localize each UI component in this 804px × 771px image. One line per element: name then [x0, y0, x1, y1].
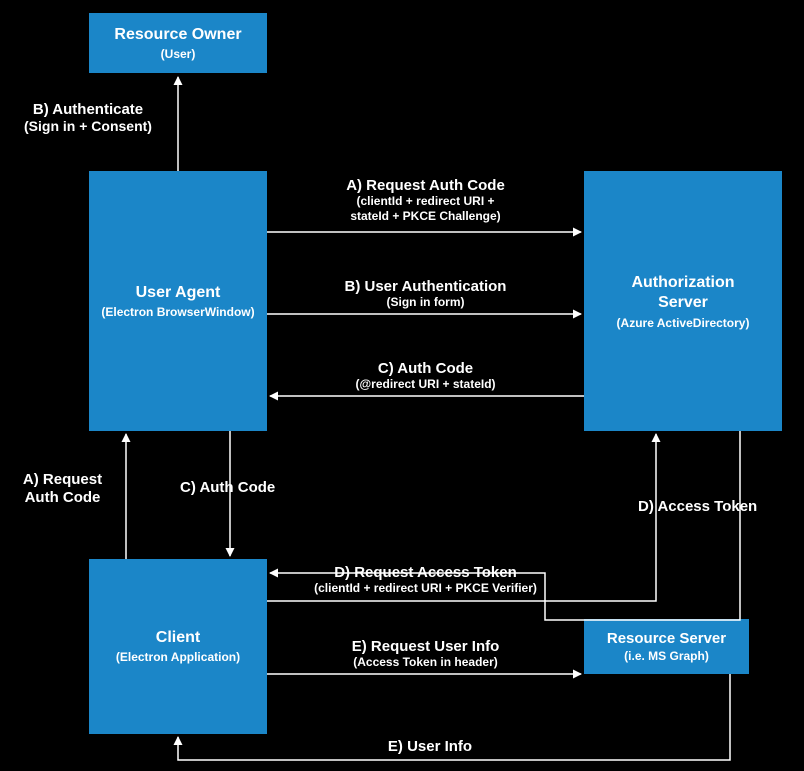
label-main: D) Request Access Token: [267, 564, 584, 581]
label-d-access-token: D) Access Token: [638, 498, 803, 515]
node-client: Client (Electron Application): [89, 559, 267, 734]
label-sub: (Access Token in header): [267, 655, 584, 669]
label-b-authenticate: B) Authenticate (Sign in + Consent): [0, 101, 176, 134]
node-subtitle: (Electron BrowserWindow): [101, 305, 254, 319]
node-subtitle: (i.e. MS Graph): [624, 649, 709, 663]
node-title: Resource Server: [607, 630, 726, 647]
label-main: C) Auth Code: [180, 479, 330, 496]
node-subtitle: (User): [161, 47, 196, 61]
label-main: B) Authenticate: [0, 101, 176, 118]
label-main: A) Request Auth Code: [267, 177, 584, 194]
label-c-auth-code-mid: C) Auth Code: [180, 479, 330, 496]
label-sub: (@redirect URI + stateId): [267, 377, 584, 391]
label-sub: (Sign in + Consent): [0, 118, 176, 134]
node-title: AuthorizationServer: [631, 273, 734, 313]
label-e-request-user: E) Request User Info (Access Token in he…: [267, 638, 584, 669]
label-main: B) User Authentication: [267, 278, 584, 295]
node-user-agent: User Agent (Electron BrowserWindow): [89, 171, 267, 431]
label-e-user-info: E) User Info: [300, 738, 560, 755]
label-main: C) Auth Code: [267, 360, 584, 377]
node-subtitle: (Azure ActiveDirectory): [617, 316, 750, 330]
node-resource-owner: Resource Owner (User): [89, 13, 267, 73]
label-d-request-access: D) Request Access Token (clientId + redi…: [267, 564, 584, 595]
label-sub: (Sign in form): [267, 295, 584, 309]
node-title: Resource Owner: [114, 26, 241, 44]
label-sub: (clientId + redirect URI + PKCE Verifier…: [267, 581, 584, 595]
label-main: D) Access Token: [638, 498, 803, 515]
node-title: Client: [156, 629, 200, 647]
node-resource-server: Resource Server (i.e. MS Graph): [584, 619, 749, 674]
label-c-auth-code-top: C) Auth Code (@redirect URI + stateId): [267, 360, 584, 391]
label-sub: (clientId + redirect URI +stateId + PKCE…: [267, 194, 584, 224]
label-b-user-auth: B) User Authentication (Sign in form): [267, 278, 584, 309]
label-main: A) RequestAuth Code: [10, 471, 115, 507]
label-a-request-auth-left: A) RequestAuth Code: [10, 471, 115, 507]
label-a-request-auth-top: A) Request Auth Code (clientId + redirec…: [267, 177, 584, 224]
label-main: E) Request User Info: [267, 638, 584, 655]
node-auth-server: AuthorizationServer (Azure ActiveDirecto…: [584, 171, 782, 431]
node-subtitle: (Electron Application): [116, 650, 240, 664]
node-title: User Agent: [136, 284, 221, 302]
label-main: E) User Info: [300, 738, 560, 755]
